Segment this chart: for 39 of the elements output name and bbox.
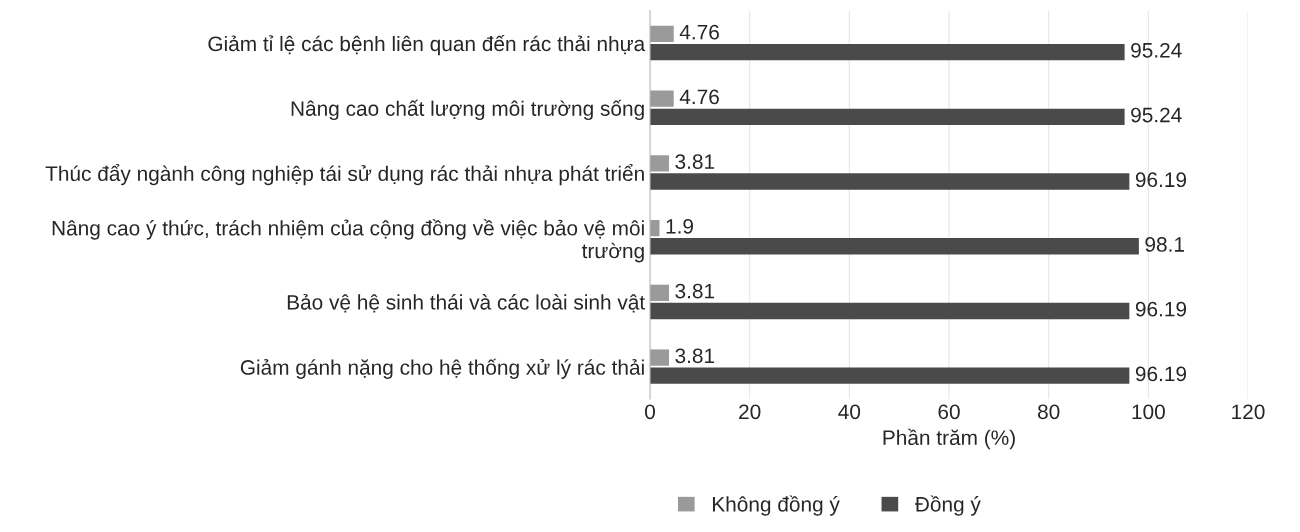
data-label: 95.24	[1131, 42, 1182, 58]
bar	[650, 108, 1125, 125]
bar	[650, 349, 669, 366]
data-label: 98.1	[1145, 237, 1184, 252]
legend-label: Không đồng ý	[712, 495, 840, 516]
x-tick-label: 80	[1037, 404, 1060, 420]
y-tick-label: Giảm tỉ lệ các bệnh liên quan đến rác thải nhựa	[208, 35, 646, 56]
x-tick-label: 100	[1132, 404, 1165, 420]
bar	[650, 173, 1130, 190]
bar	[650, 367, 1130, 384]
bar	[650, 155, 669, 172]
y-tick-label: Thúc đẩy ngành công nghiệp tái sử dụng rác thải nhựa phát triển	[45, 164, 644, 186]
bar	[650, 284, 669, 301]
bar	[650, 43, 1125, 61]
data-label: 96.19	[1135, 301, 1187, 317]
bar	[650, 302, 1130, 320]
x-tick-label: 20	[739, 404, 761, 420]
data-label: 96.19	[1135, 366, 1187, 382]
data-label: 95.24	[1131, 107, 1182, 123]
bar	[650, 90, 674, 107]
y-tick-label: Nâng cao chất lượng môi trường sống	[291, 99, 644, 121]
x-tick-label: 60	[938, 404, 960, 420]
legend-label: Đồng ý	[914, 495, 981, 516]
data-label: 1.9	[666, 218, 693, 234]
data-label: 4.76	[679, 89, 719, 105]
y-tick-label: Giảm gánh nặng cho hệ thống xử lý rác thải	[240, 358, 644, 379]
data-label: 4.76	[679, 24, 719, 40]
x-axis-title: Phần trăm (%)	[883, 428, 1015, 450]
x-tick-label: 40	[838, 404, 861, 420]
y-tick-label: Nâng cao ý thức, trách nhiệm của cộng đồng về việc bảo vệ môi trường	[52, 219, 644, 263]
x-tick-label: 120	[1232, 404, 1265, 420]
data-label: 3.81	[675, 283, 715, 299]
data-label: 96.19	[1135, 172, 1187, 188]
bar	[650, 238, 1139, 255]
data-label: 3.81	[675, 154, 715, 169]
y-tick-label: Bảo vệ hệ sinh thái và các loài sinh vật	[287, 293, 646, 313]
bar	[650, 25, 674, 43]
data-label: 3.81	[675, 348, 715, 364]
x-tick-label: 0	[645, 404, 655, 420]
